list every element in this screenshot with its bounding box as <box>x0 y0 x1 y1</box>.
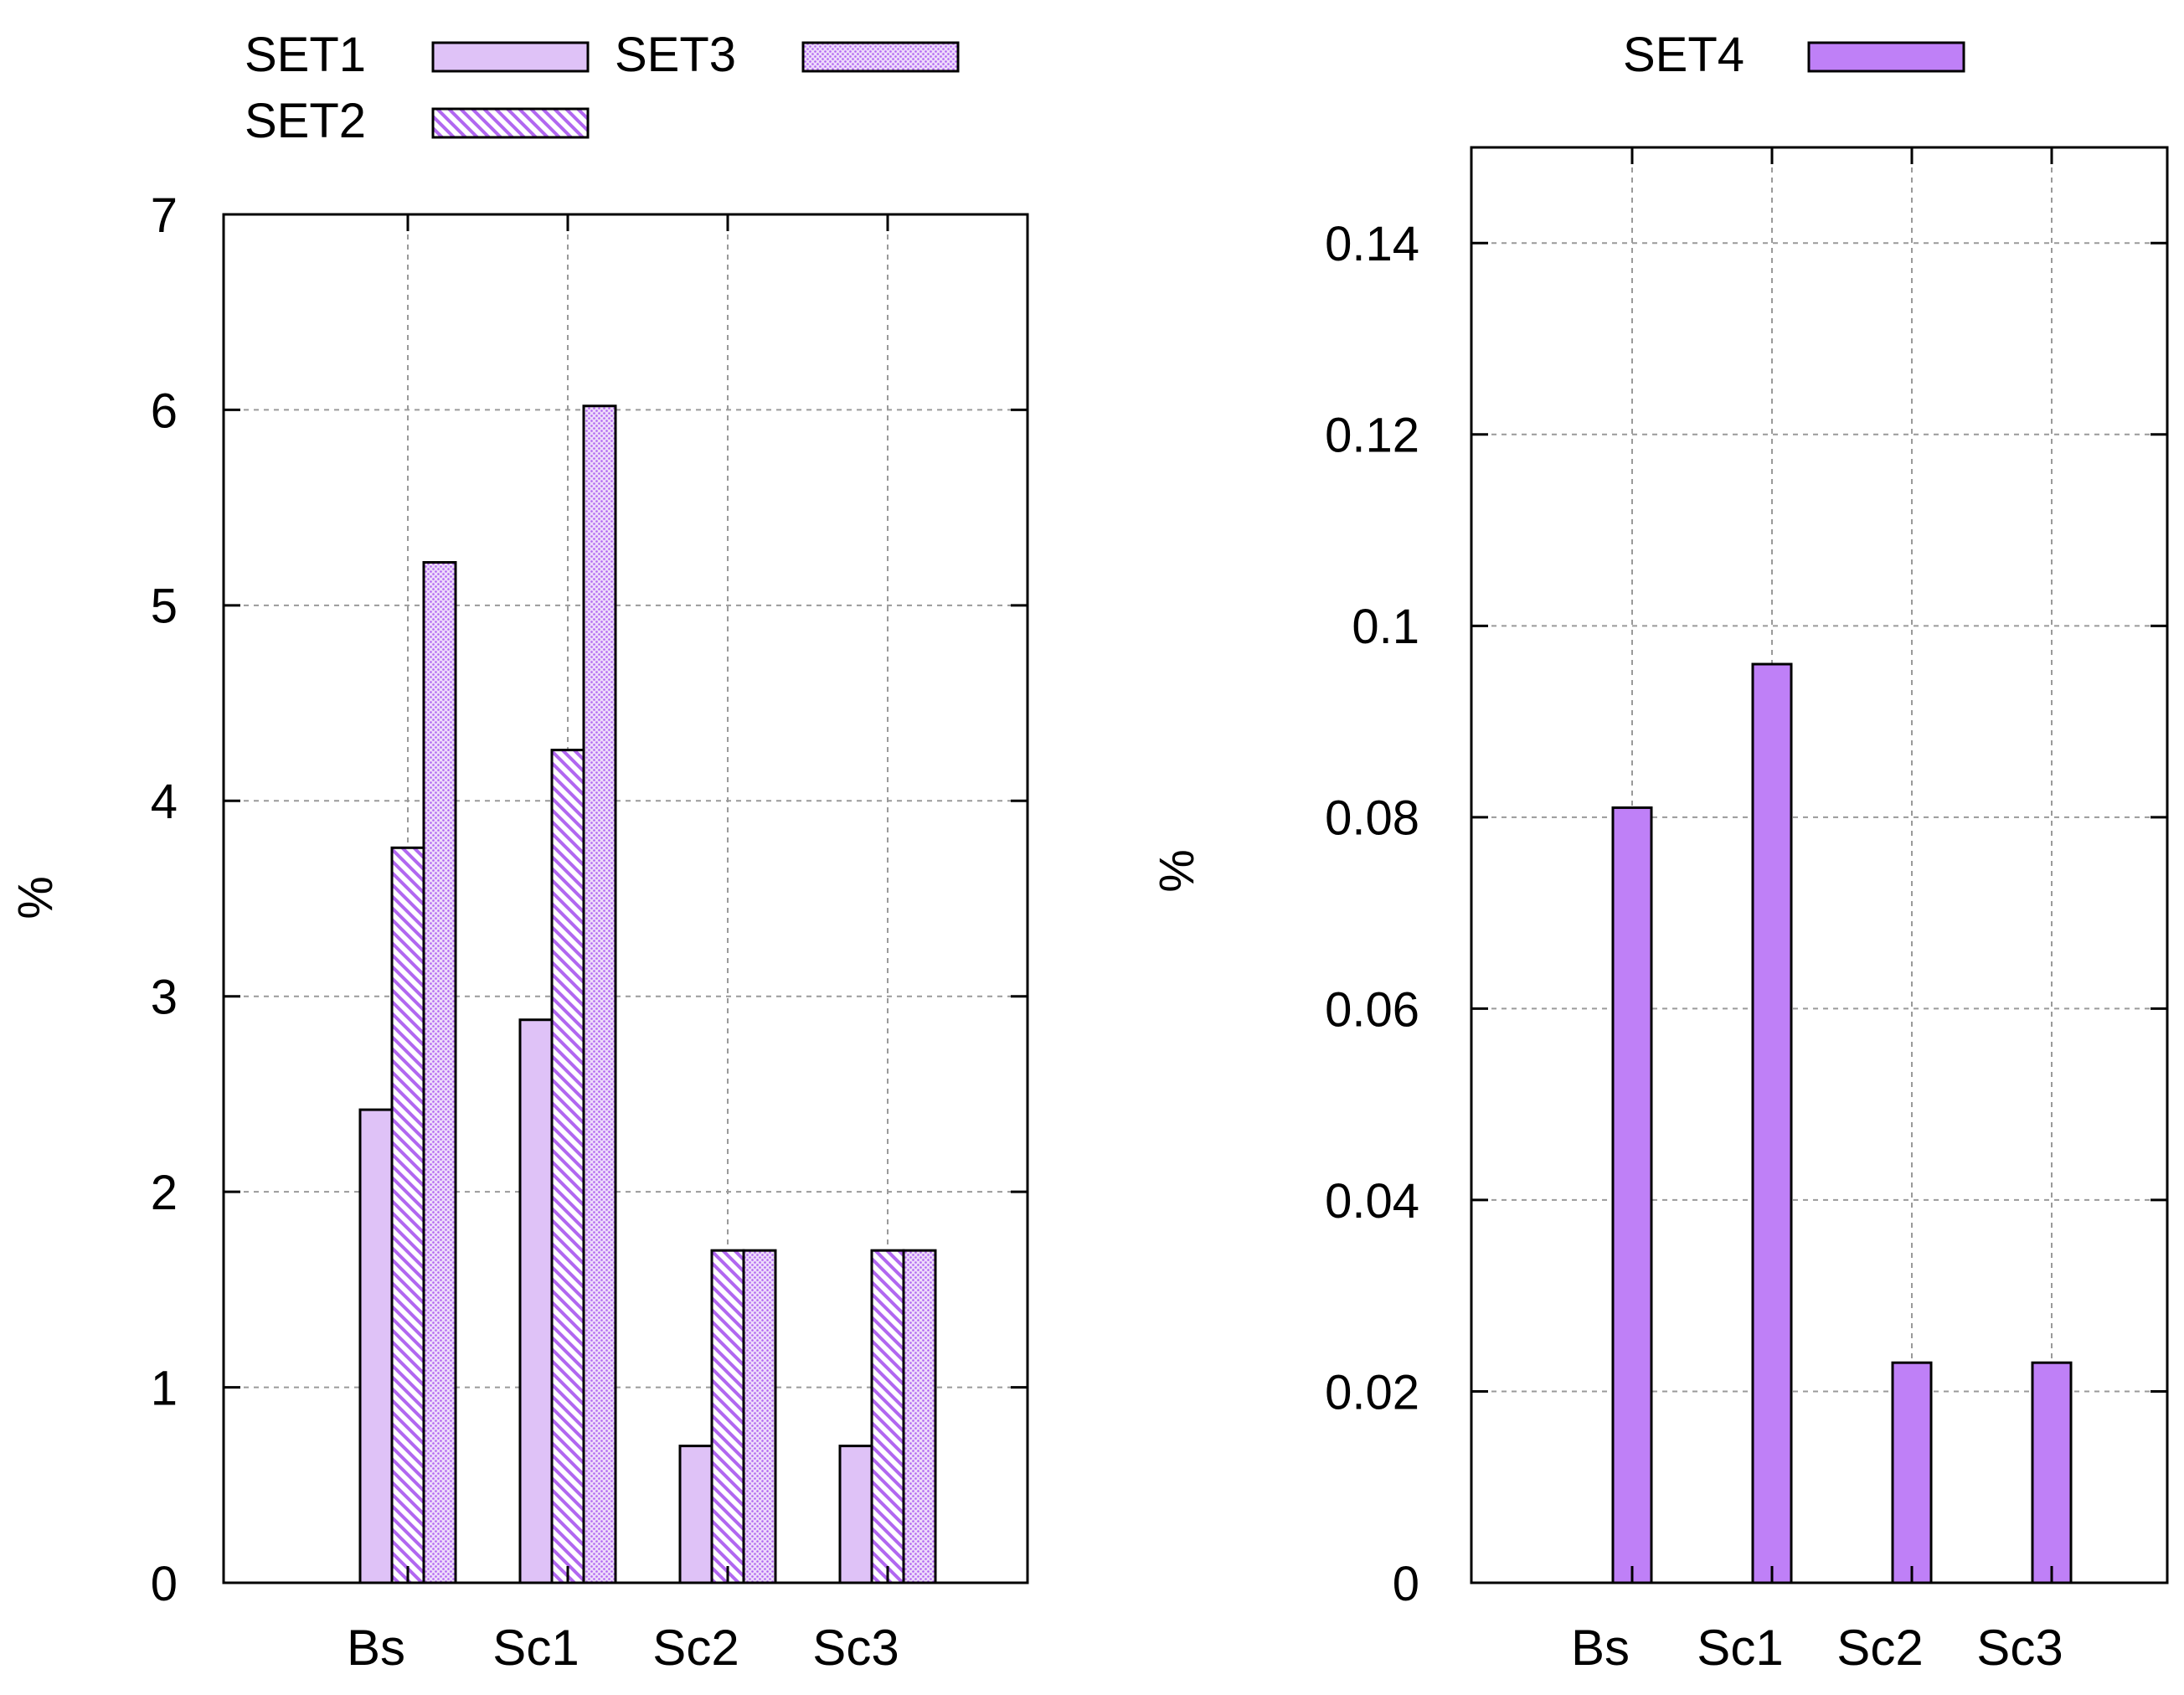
x-tick-label: Bs <box>1571 1620 1630 1676</box>
x-tick-label: Sc2 <box>652 1620 739 1676</box>
bar-set3-sc1 <box>582 404 617 1584</box>
bar-set1-sc3 <box>838 1445 873 1584</box>
bar-set1-sc2 <box>678 1445 713 1584</box>
bar-set4-bs <box>1611 806 1653 1584</box>
right-bars <box>1611 662 2073 1584</box>
legend-label-set2: SET2 <box>245 94 366 148</box>
y-tick-label: 0.04 <box>1325 1174 1419 1229</box>
y-tick-label: 0.06 <box>1325 982 1419 1037</box>
legend-label-set3: SET3 <box>615 28 736 82</box>
left-plot-frame <box>222 213 1029 1584</box>
bar-set4-sc2 <box>1891 1361 1933 1584</box>
x-tick-label: Bs <box>347 1620 405 1676</box>
x-tick-label: Sc1 <box>1697 1620 1783 1676</box>
y-tick-label: 4 <box>151 775 178 829</box>
y-tick-label: 0.1 <box>1352 600 1419 654</box>
bar-set3-sc3 <box>902 1249 937 1584</box>
legend-label-set4: SET4 <box>1623 28 1744 82</box>
bar-set1-bs <box>358 1108 394 1584</box>
bar-set3-bs <box>422 561 457 1584</box>
bar-set4-sc1 <box>1751 662 1793 1584</box>
left-y-tick-labels: 0 1 2 3 4 5 6 7 <box>151 188 178 1611</box>
legend-swatch-set1 <box>431 41 590 73</box>
left-chart: 0 1 2 3 4 5 6 7 Bs Sc1 Sc2 Sc3 % SET1 SET2 SET3 <box>8 28 1029 1676</box>
right-legend: SET4 <box>1623 28 1965 82</box>
bar-set2-sc1 <box>550 749 585 1584</box>
legend-label-set1: SET1 <box>245 28 366 82</box>
y-tick-label: 5 <box>151 580 178 634</box>
y-tick-label: 0 <box>151 1557 178 1611</box>
x-tick-label: Sc1 <box>492 1620 579 1676</box>
x-tick-label: Sc3 <box>812 1620 899 1676</box>
right-y-axis-label: % <box>1150 849 1204 893</box>
bar-set4-sc3 <box>2031 1361 2073 1584</box>
y-tick-label: 6 <box>151 384 178 438</box>
legend-swatch-set2 <box>431 107 590 139</box>
y-tick-label: 3 <box>151 971 178 1025</box>
left-y-axis-label: % <box>8 876 63 920</box>
bar-set2-sc3 <box>870 1249 905 1584</box>
left-ticks <box>224 213 1028 1584</box>
right-chart: 0 0.02 0.04 0.06 0.08 0.1 0.12 0.14 Bs Sc1 Sc2 Sc3… <box>1150 28 2169 1676</box>
y-tick-label: 0 <box>1393 1557 1419 1611</box>
bar-set2-bs <box>390 846 425 1584</box>
bar-set3-sc2 <box>742 1249 777 1584</box>
x-tick-label: Sc3 <box>1976 1620 2063 1676</box>
x-tick-label: Sc2 <box>1836 1620 1923 1676</box>
right-y-tick-labels: 0 0.02 0.04 0.06 0.08 0.1 0.12 0.14 <box>1325 217 1419 1611</box>
legend-swatch-set3 <box>801 41 960 73</box>
bar-set1-sc1 <box>518 1018 554 1584</box>
right-ticks <box>1471 147 2167 1584</box>
y-tick-label: 2 <box>151 1166 178 1220</box>
y-tick-label: 7 <box>151 188 178 243</box>
right-x-tick-labels: Bs Sc1 Sc2 Sc3 <box>1571 1620 2063 1676</box>
y-tick-label: 0.02 <box>1325 1365 1419 1419</box>
left-bars <box>358 404 937 1584</box>
y-tick-label: 0.14 <box>1325 217 1419 271</box>
legend-swatch-set4 <box>1807 41 1965 73</box>
left-x-tick-labels: Bs Sc1 Sc2 Sc3 <box>347 1620 899 1676</box>
y-tick-label: 1 <box>151 1361 178 1415</box>
bar-set2-sc2 <box>710 1249 745 1584</box>
left-legend: SET1 SET2 SET3 <box>245 28 960 148</box>
right-plot-frame <box>1470 146 2169 1584</box>
y-tick-label: 0.12 <box>1325 409 1419 463</box>
y-tick-label: 0.08 <box>1325 791 1419 846</box>
